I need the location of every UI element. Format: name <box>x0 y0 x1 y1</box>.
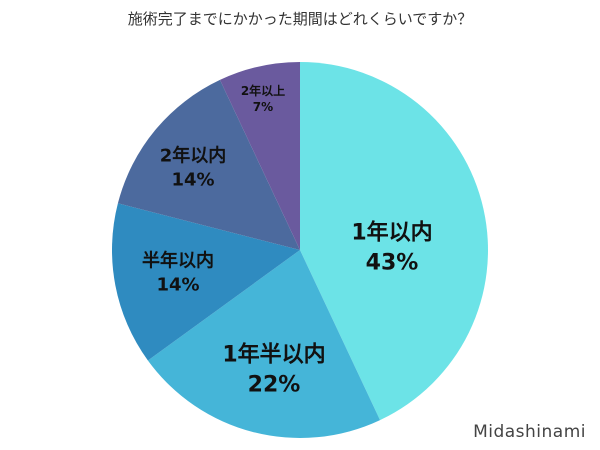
pie-slice <box>300 62 488 421</box>
chart-title: 施術完了までにかかった期間はどれくらいですか？ <box>127 10 473 28</box>
pie-slice <box>147 250 381 438</box>
slice-label-1yr: 1年以内 43% <box>351 220 433 275</box>
slice-label-1-5yr: 1年半以内 22% <box>222 342 326 397</box>
pie-slice <box>219 62 300 250</box>
pie-slice <box>117 79 300 250</box>
watermark: Midashinami <box>473 422 586 442</box>
slice-label-2yr: 2年以内 14% <box>159 145 227 191</box>
pie-slice <box>111 203 300 361</box>
slice-label-over-2yr: 2年以上 7% <box>240 83 286 114</box>
slice-label-half-yr: 半年以内 14% <box>142 250 214 296</box>
